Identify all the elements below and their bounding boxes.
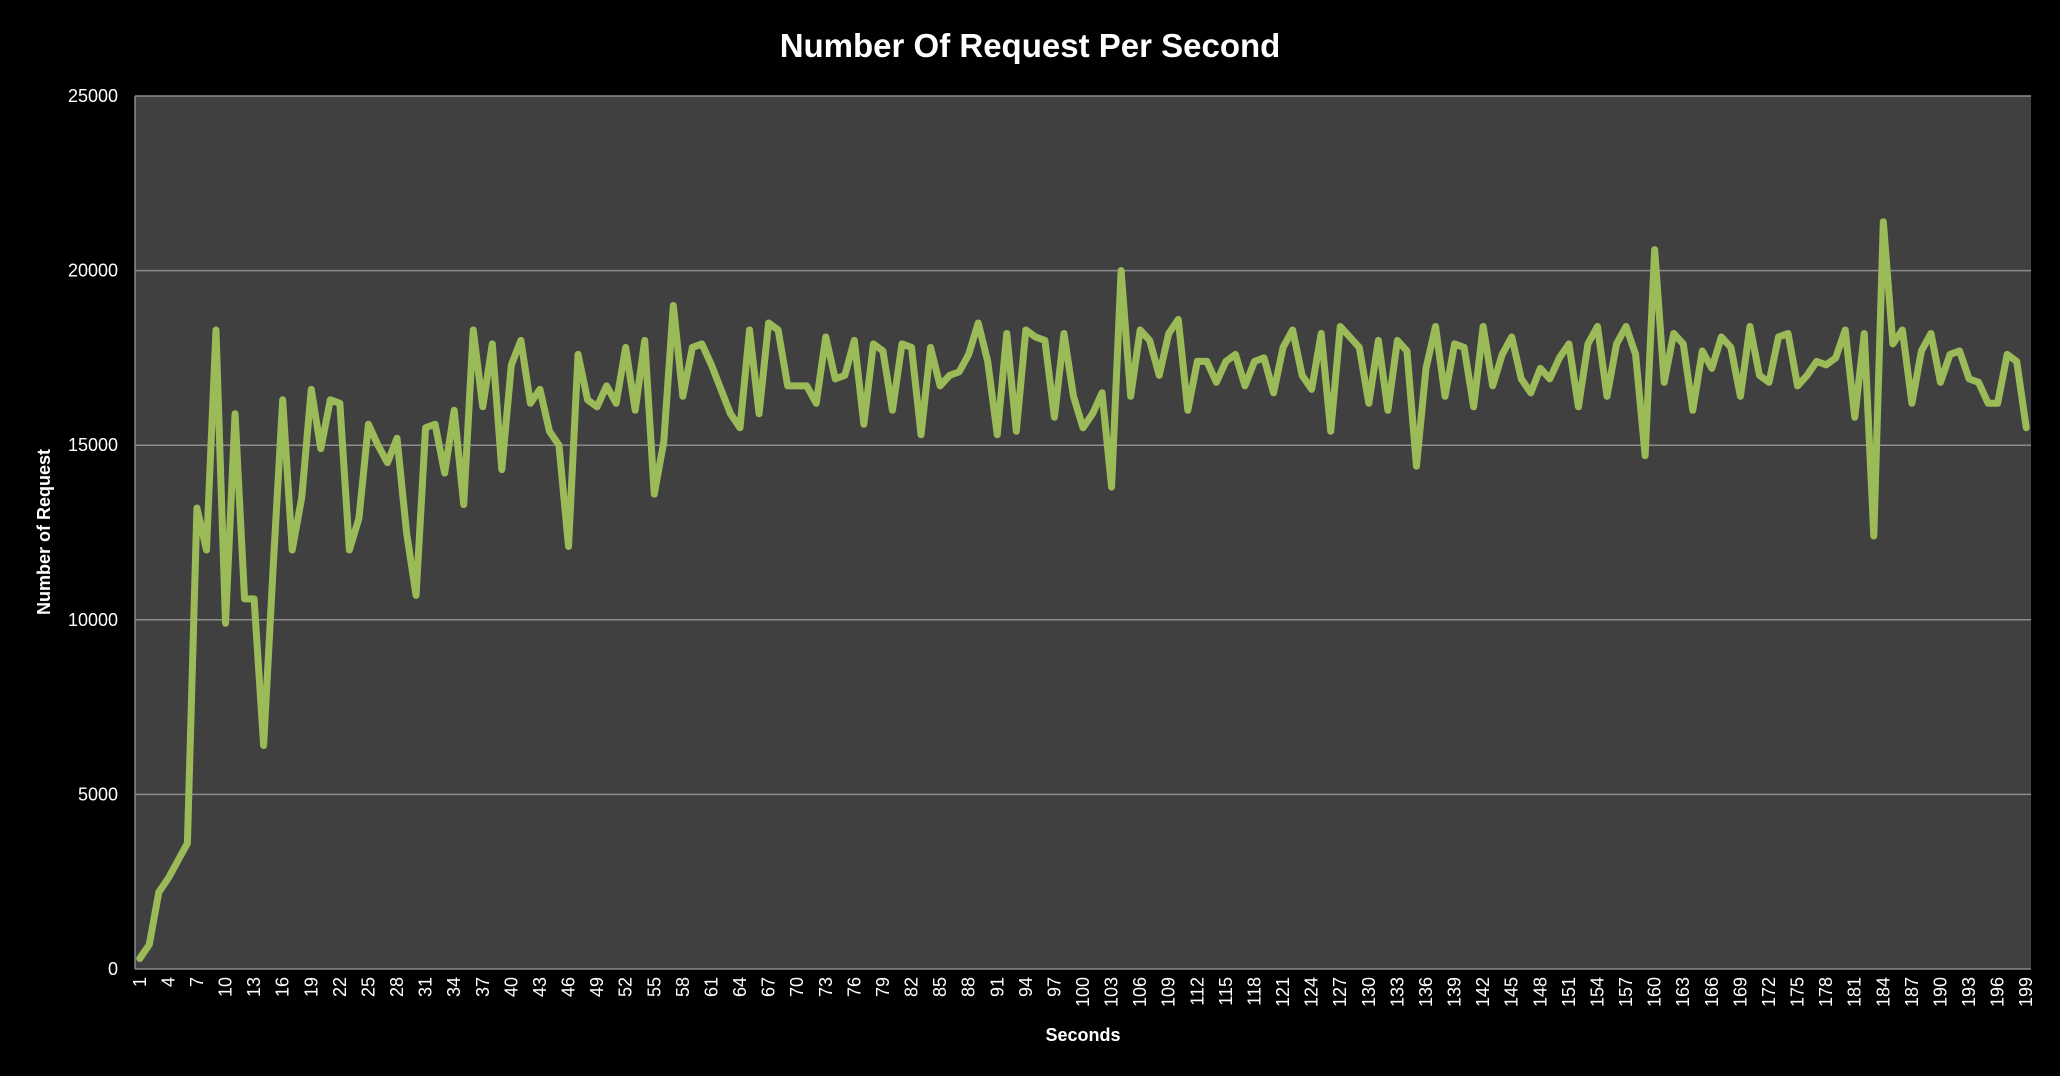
x-tick-label: 154 [1587,977,1607,1007]
x-tick-label: 91 [987,977,1007,997]
x-tick-label: 43 [530,977,550,997]
y-tick-label: 15000 [68,435,118,455]
x-tick-label: 16 [273,977,293,997]
x-tick-label: 166 [1702,977,1722,1007]
series-layer [136,218,2030,963]
x-tick-label: 37 [473,977,493,997]
y-axis-label: Number of Request [34,449,54,615]
x-tick-label: 22 [330,977,350,997]
x-tick-label: 76 [844,977,864,997]
x-tick-label: 67 [759,977,779,997]
x-tick-label: 10 [216,977,236,997]
x-tick-label: 196 [1988,977,2008,1007]
x-axis-ticks: 1 4 7 10 13 16 19 22 25 28 31 34 37 40 43 46 49 52 55 58 61 6… [130,977,2036,1007]
x-tick-label: 118 [1244,977,1264,1006]
x-tick-label: 34 [444,977,464,997]
x-tick-label: 124 [1302,977,1322,1007]
x-tick-label: 172 [1759,977,1779,1007]
y-tick-label: 0 [108,959,118,979]
x-tick-label: 61 [701,977,721,997]
x-tick-label: 25 [358,977,378,997]
x-tick-label: 31 [416,977,436,997]
x-tick-label: 55 [644,977,664,997]
x-tick-label: 175 [1788,977,1808,1007]
x-tick-label: 64 [730,977,750,997]
x-tick-label: 115 [1216,977,1236,1006]
series-line [136,218,2030,963]
chart-title: Number Of Request Per Second [780,27,1281,64]
x-tick-label: 136 [1416,977,1436,1007]
x-tick-label: 94 [1016,977,1036,997]
x-tick-label: 97 [1044,977,1064,997]
x-tick-label: 85 [930,977,950,997]
x-tick-label: 100 [1073,977,1093,1007]
x-tick-label: 127 [1330,977,1350,1007]
x-tick-label: 103 [1102,977,1122,1007]
x-tick-label: 70 [787,977,807,997]
x-tick-label: 46 [559,977,579,997]
x-tick-label: 121 [1273,977,1293,1007]
x-axis-label: Seconds [1045,1025,1120,1045]
x-tick-label: 178 [1816,977,1836,1007]
x-tick-label: 148 [1530,977,1550,1007]
y-tick-label: 20000 [68,261,118,281]
x-tick-label: 40 [501,977,521,997]
x-tick-label: 193 [1959,977,1979,1007]
y-tick-label: 5000 [78,784,118,804]
x-tick-label: 82 [902,977,922,997]
x-tick-label: 112 [1187,977,1207,1006]
x-tick-label: 169 [1730,977,1750,1007]
x-tick-label: 157 [1616,977,1636,1007]
x-tick-label: 199 [2016,977,2036,1007]
x-tick-label: 79 [873,977,893,997]
x-tick-label: 1 [130,977,150,987]
plot-area [135,96,2031,969]
x-tick-label: 88 [959,977,979,997]
x-tick-label: 184 [1873,977,1893,1007]
y-tick-label: 10000 [68,610,118,630]
x-tick-label: 49 [587,977,607,997]
x-tick-label: 160 [1645,977,1665,1007]
x-tick-label: 4 [158,977,178,987]
x-tick-label: 109 [1159,977,1179,1007]
x-tick-label: 52 [616,977,636,997]
x-tick-label: 145 [1502,977,1522,1007]
x-tick-label: 187 [1902,977,1922,1007]
x-tick-label: 139 [1445,977,1465,1007]
x-tick-label: 13 [244,977,264,997]
x-tick-label: 163 [1673,977,1693,1007]
x-tick-label: 181 [1845,977,1865,1007]
x-tick-label: 19 [301,977,321,997]
x-tick-label: 106 [1130,977,1150,1007]
y-axis-ticks: 0 5000 10000 15000 20000 25000 [68,86,118,979]
y-tick-label: 25000 [68,86,118,106]
x-tick-label: 190 [1930,977,1950,1007]
x-tick-label: 7 [187,977,207,987]
x-tick-label: 133 [1387,977,1407,1007]
x-tick-label: 142 [1473,977,1493,1007]
x-tick-label: 58 [673,977,693,997]
x-tick-label: 151 [1559,977,1579,1007]
x-tick-label: 130 [1359,977,1379,1007]
x-tick-label: 73 [816,977,836,997]
x-tick-label: 28 [387,977,407,997]
